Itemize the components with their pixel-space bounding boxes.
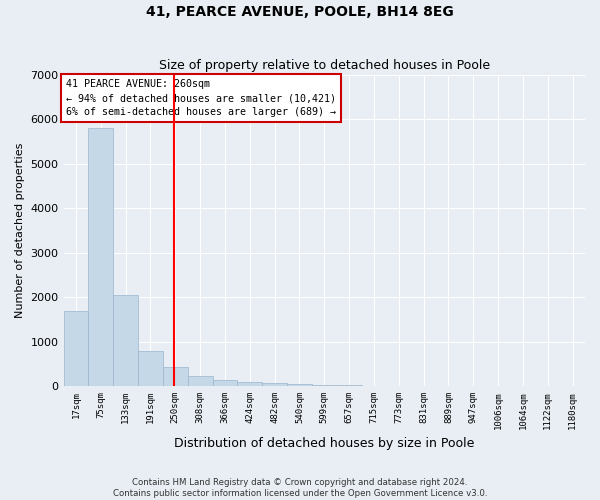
Bar <box>138 350 163 386</box>
Bar <box>262 383 287 386</box>
Text: Contains HM Land Registry data © Crown copyright and database right 2024.
Contai: Contains HM Land Registry data © Crown c… <box>113 478 487 498</box>
Text: 41, PEARCE AVENUE, POOLE, BH14 8EG: 41, PEARCE AVENUE, POOLE, BH14 8EG <box>146 5 454 19</box>
Bar <box>163 367 188 386</box>
Text: 41 PEARCE AVENUE: 260sqm
← 94% of detached houses are smaller (10,421)
6% of sem: 41 PEARCE AVENUE: 260sqm ← 94% of detach… <box>66 79 336 117</box>
Bar <box>113 295 138 386</box>
Y-axis label: Number of detached properties: Number of detached properties <box>15 142 25 318</box>
Bar <box>312 385 337 386</box>
X-axis label: Distribution of detached houses by size in Poole: Distribution of detached houses by size … <box>174 437 475 450</box>
Bar <box>212 380 238 386</box>
Bar <box>287 384 312 386</box>
Bar <box>88 128 113 386</box>
Bar <box>64 310 88 386</box>
Title: Size of property relative to detached houses in Poole: Size of property relative to detached ho… <box>159 59 490 72</box>
Bar <box>188 376 212 386</box>
Bar <box>238 382 262 386</box>
